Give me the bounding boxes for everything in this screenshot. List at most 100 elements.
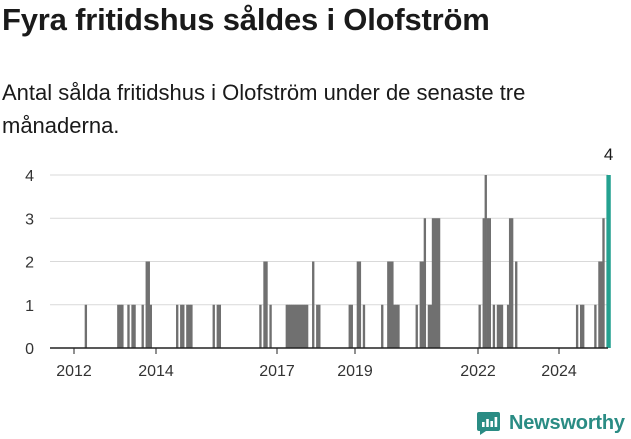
bar (358, 261, 362, 348)
bar (287, 304, 291, 348)
bar (186, 304, 189, 348)
newsworthy-logo-icon (477, 411, 500, 435)
x-axis: 2012 2014 2017 2019 2022 2024 (50, 347, 608, 380)
latest-value-label: 4 (604, 145, 613, 164)
bar (301, 304, 305, 348)
bar (433, 218, 437, 348)
bar (419, 261, 422, 348)
bar (602, 218, 605, 348)
bar (127, 304, 130, 348)
bar (141, 304, 144, 348)
y-tick-label: 3 (25, 211, 34, 228)
bar (478, 304, 481, 348)
bar (295, 304, 299, 348)
bar (437, 218, 441, 348)
bar (486, 218, 489, 348)
bar (117, 304, 120, 348)
bar (265, 261, 268, 348)
bar (397, 304, 400, 348)
bar (484, 175, 487, 348)
chart-title: Fyra fritidshus såldes i Olofström (2, 2, 490, 37)
bar (508, 218, 512, 348)
bar (180, 304, 183, 348)
bar (431, 218, 435, 348)
bar (299, 304, 303, 348)
bar (312, 261, 315, 348)
bar (263, 261, 266, 348)
bar (415, 304, 418, 348)
bar (149, 304, 152, 348)
bar (289, 304, 293, 348)
bar (133, 304, 136, 348)
bar (582, 304, 585, 348)
bar (423, 218, 427, 348)
x-tick-label: 2024 (541, 363, 577, 380)
bar (482, 218, 485, 348)
y-tick-label: 0 (25, 341, 34, 358)
bar (515, 261, 518, 348)
bar (500, 304, 504, 348)
y-tick-label: 4 (25, 168, 34, 185)
bar (575, 304, 579, 348)
bar (510, 218, 514, 348)
bar (427, 304, 431, 348)
data-labels: 4 (604, 145, 613, 164)
bar (218, 304, 222, 348)
bar (303, 304, 307, 348)
bar (318, 304, 321, 348)
bar (580, 304, 583, 348)
bar (293, 304, 297, 348)
bars (84, 175, 611, 348)
bar (316, 304, 319, 348)
bar (84, 304, 88, 348)
x-tick-label: 2017 (259, 363, 295, 380)
bar (269, 304, 272, 348)
x-tick-label: 2014 (138, 363, 174, 380)
bar (391, 261, 394, 348)
newsworthy-logo: Newsworthy (476, 408, 625, 438)
bar (121, 304, 124, 348)
bar (259, 304, 262, 348)
grid-lines (50, 174, 608, 306)
bar (131, 304, 134, 348)
bar (393, 304, 396, 348)
bar (498, 304, 502, 348)
bar (362, 304, 366, 348)
y-axis-tick-labels: 0 1 2 3 4 (25, 168, 34, 358)
bar (147, 261, 150, 348)
bar (216, 304, 219, 348)
bar (348, 304, 351, 348)
bar (429, 304, 433, 348)
y-tick-label: 1 (25, 298, 34, 315)
bar (176, 304, 179, 348)
brand-name: Newsworthy (509, 411, 625, 434)
chart-subtitle: Antal sålda fritidshus i Olofström under… (2, 80, 526, 138)
bar (145, 261, 148, 348)
bar (600, 261, 603, 348)
bar (395, 304, 398, 348)
bar (496, 304, 500, 348)
highlight-bar (606, 175, 609, 348)
bar (421, 261, 425, 348)
bar (350, 304, 353, 348)
bar (387, 261, 390, 348)
highlight-bar (608, 175, 611, 348)
bar (594, 304, 597, 348)
bar (435, 218, 439, 348)
x-tick-label: 2022 (460, 363, 496, 380)
x-tick-label: 2019 (337, 363, 373, 380)
bar (506, 304, 510, 348)
bar (212, 304, 215, 348)
bar (492, 304, 496, 348)
bar (297, 304, 301, 348)
bar (488, 218, 491, 348)
y-tick-label: 2 (25, 255, 34, 272)
bar (119, 304, 122, 348)
bar (285, 304, 288, 348)
x-tick-label: 2012 (56, 363, 92, 380)
bar (381, 304, 384, 348)
bar (182, 304, 185, 348)
bar (356, 261, 360, 348)
bar (291, 304, 295, 348)
